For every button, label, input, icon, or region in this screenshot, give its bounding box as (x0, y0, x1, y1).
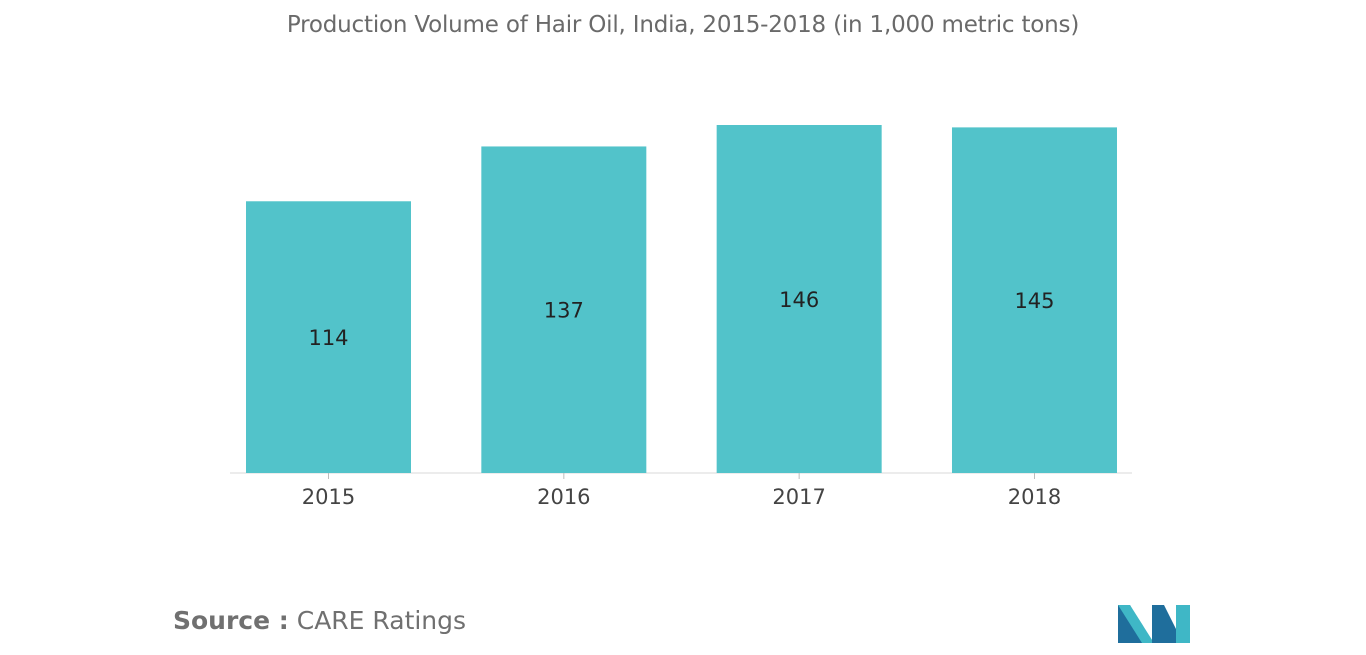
source-text: CARE Ratings (296, 606, 467, 635)
source-line: Source : CARE Ratings (173, 606, 466, 635)
bar-2017 (716, 125, 882, 473)
data-label: 114 (308, 326, 348, 350)
source-label: Source : (173, 606, 289, 635)
bar-2016 (481, 146, 647, 473)
bar-2018 (951, 127, 1117, 474)
x-tick-label: 2016 (537, 485, 590, 509)
company-logo-icon (1118, 605, 1190, 643)
data-label: 146 (779, 288, 819, 312)
x-tick-label: 2015 (302, 485, 355, 509)
data-label: 145 (1014, 289, 1054, 313)
x-tick-label: 2018 (1008, 485, 1061, 509)
bar-2015 (246, 201, 411, 473)
bar-chart: 114 2015 137 2016 146 2017 145 2018 (230, 125, 1132, 509)
chart-title: Production Volume of Hair Oil, India, 20… (286, 12, 1080, 38)
x-tick-label: 2017 (772, 485, 825, 509)
data-label: 137 (544, 299, 584, 323)
